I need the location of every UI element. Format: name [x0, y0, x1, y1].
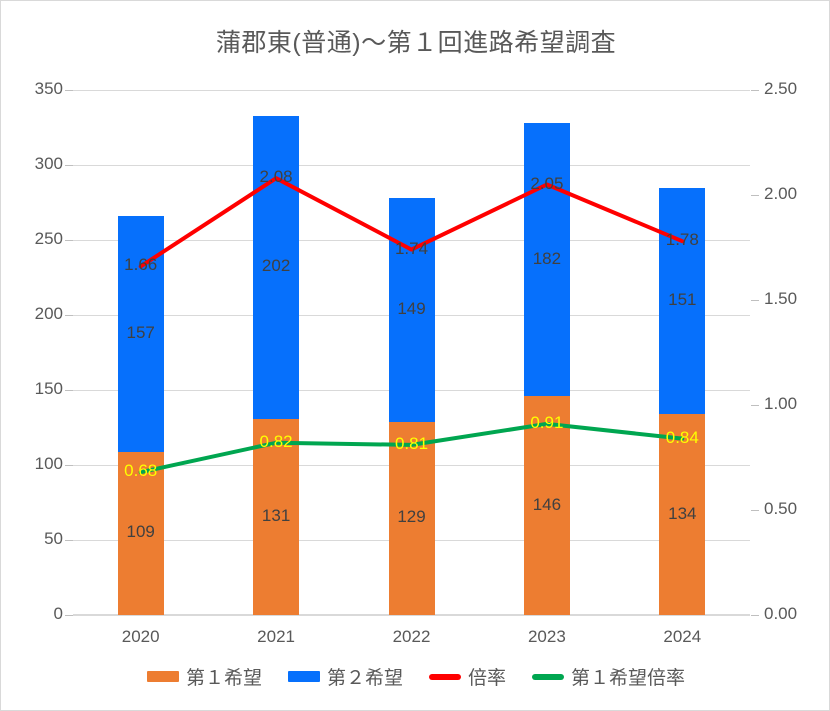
- bar-segment[interactable]: [253, 115, 300, 419]
- y-axis-right-tick-mark: [751, 405, 759, 406]
- y-axis-right-tick-label: 0.50: [764, 499, 798, 518]
- y-axis-left-tick-label: 200: [34, 304, 63, 323]
- bar-segment[interactable]: [659, 414, 706, 615]
- x-axis-tick-label: 2021: [257, 627, 295, 646]
- y-axis-left-tick-mark: [65, 540, 73, 541]
- y-axis-right-tick-label: 2.00: [764, 184, 798, 203]
- legend-item[interactable]: 倍率: [429, 663, 506, 690]
- bar-segment[interactable]: [659, 187, 706, 414]
- legend-item-label: 倍率: [468, 668, 507, 689]
- y-axis-right-tick-label: 2.50: [764, 79, 798, 98]
- bar-segment[interactable]: [388, 198, 435, 422]
- bar-segment[interactable]: [117, 451, 164, 615]
- plot-area: 109 157 131 202 129 149 146 182 134 151 1.66 2.08 1.…: [73, 90, 750, 616]
- x-axis-tick-label: 2022: [392, 627, 431, 646]
- gridline: [73, 165, 750, 166]
- y-axis-left-tick-mark: [65, 315, 73, 316]
- gridline: [73, 90, 750, 91]
- y-axis-left-tick-label: 150: [34, 379, 63, 398]
- bar-segment[interactable]: [523, 123, 570, 396]
- y-axis-left-tick-mark: [65, 390, 73, 391]
- line-series-path[interactable]: [138, 421, 685, 475]
- x-axis-tick-label: 2020: [121, 627, 160, 646]
- y-axis-right-tick-label: 1.00: [764, 394, 798, 413]
- y-axis-right-tick-mark: [751, 615, 759, 616]
- y-axis-right-tick-label: 0.00: [764, 604, 798, 623]
- legend-item-label: 第２希望: [326, 668, 403, 689]
- y-axis-right-tick-mark: [751, 510, 759, 511]
- y-axis-left-tick-label: 100: [34, 454, 63, 473]
- legend-swatch-bar-icon: [146, 671, 179, 682]
- axis-baseline: [73, 614, 750, 616]
- y-axis-left-tick-label: 350: [34, 79, 63, 98]
- chart-legend: 第１希望 第２希望 倍率 第１希望倍率: [1, 663, 829, 690]
- bar-segment[interactable]: [523, 396, 570, 615]
- legend-item[interactable]: 第１希望: [146, 663, 262, 690]
- y-axis-left-tick-mark: [65, 615, 73, 616]
- legend-swatch-bar-icon: [287, 671, 320, 682]
- bar-segment[interactable]: [253, 418, 300, 615]
- legend-item[interactable]: 第２希望: [287, 663, 403, 690]
- line-series-path[interactable]: [138, 176, 685, 269]
- legend-swatch-line-icon: [532, 673, 565, 680]
- x-axis-tick-label: 2023: [527, 627, 566, 646]
- y-axis-left-tick-label: 300: [34, 154, 63, 173]
- chart-title: 蒲郡東(普通)〜第１回進路希望調査: [215, 29, 617, 57]
- y-axis-right-tick-mark: [751, 90, 759, 91]
- legend-swatch-line-icon: [429, 673, 461, 680]
- legend-item[interactable]: 第１希望倍率: [532, 663, 685, 690]
- x-axis-tick-label: 2024: [663, 627, 702, 646]
- y-axis-left-tick-label: 0: [53, 604, 63, 623]
- y-axis-left-tick-label: 50: [44, 529, 63, 548]
- legend-item-label: 第１希望倍率: [571, 668, 686, 689]
- y-axis-left-tick-label: 250: [34, 229, 63, 248]
- line-series-group: [138, 176, 685, 475]
- y-axis-right-tick-mark: [751, 300, 759, 301]
- y-axis-left-tick-mark: [65, 465, 73, 466]
- y-axis-left-tick-mark: [65, 90, 73, 91]
- y-axis-left-tick-mark: [65, 240, 73, 241]
- y-axis-right-tick-label: 1.50: [764, 289, 798, 308]
- y-axis-right-tick-mark: [751, 195, 759, 196]
- y-axis-left-tick-mark: [65, 165, 73, 166]
- legend-item-label: 第１希望: [185, 668, 262, 689]
- bar-segment[interactable]: [388, 421, 435, 615]
